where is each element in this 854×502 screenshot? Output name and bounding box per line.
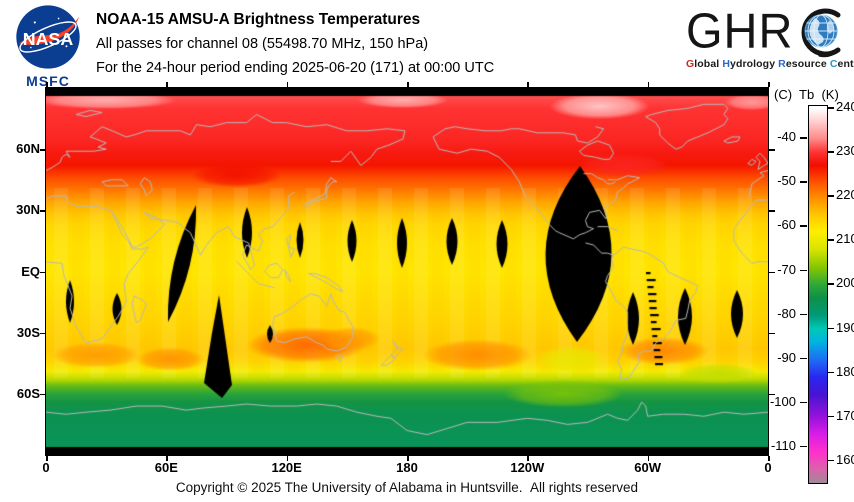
lat-axis-label: 60N bbox=[16, 141, 40, 157]
lon-tick-bottom bbox=[407, 456, 409, 461]
colorbar-c-tick bbox=[800, 445, 807, 448]
colorbar-c-tick bbox=[800, 313, 807, 316]
lon-axis-label: 60E bbox=[154, 460, 178, 475]
colorbar-unit-k: (K) bbox=[821, 87, 839, 102]
map-frame bbox=[45, 87, 769, 456]
lon-tick-bottom bbox=[768, 456, 770, 461]
copyright-text: Copyright © 2025 The University of Alaba… bbox=[175, 480, 639, 495]
colorbar-c-tick bbox=[800, 225, 807, 227]
nasa-meatball-icon: NASA bbox=[16, 5, 80, 69]
lat-tick-right bbox=[769, 210, 775, 212]
lon-axis-label: 180 bbox=[396, 460, 418, 475]
subtitle-period: For the 24-hour period ending 2025-06-20… bbox=[96, 60, 495, 76]
lat-tick-right bbox=[769, 149, 775, 151]
ghrc-tagline-segment: R bbox=[778, 58, 786, 70]
lat-tick-right bbox=[769, 332, 775, 335]
lat-axis-label: EQ bbox=[21, 263, 40, 279]
lat-tick-right bbox=[769, 393, 775, 396]
colorbar-k-tick bbox=[827, 107, 834, 109]
colorbar-k-label: 210 bbox=[836, 231, 854, 247]
colorbar-k-tick bbox=[827, 327, 834, 329]
colorbar-k-label: 220 bbox=[836, 187, 854, 203]
lat-axis-label: 30N bbox=[16, 202, 40, 218]
colorbar-c-tick bbox=[800, 401, 807, 404]
nasa-logo: NASA MSFC bbox=[13, 4, 83, 89]
colorbar-c-tick bbox=[800, 357, 807, 360]
msfc-label: MSFC bbox=[26, 73, 70, 89]
ghrc-tagline-segment: C bbox=[829, 58, 838, 70]
colorbar-k-tick bbox=[827, 415, 834, 418]
colorbar-unit-c: (C) bbox=[774, 87, 793, 102]
ghrc-tagline-segment: enter bbox=[837, 58, 854, 70]
ghrc-tagline-segment: ydrology bbox=[730, 58, 779, 70]
colorbar-k-label: 170 bbox=[836, 407, 854, 423]
nasa-wordmark: NASA bbox=[23, 29, 74, 49]
lon-tick-bottom bbox=[647, 456, 650, 461]
colorbar-c-tick bbox=[800, 137, 807, 139]
lat-axis-label: 60S bbox=[16, 385, 40, 401]
colorbar-k-tick bbox=[827, 459, 834, 462]
colorbar-k-label: 190 bbox=[836, 319, 854, 335]
colorbar-c-tick bbox=[800, 269, 807, 271]
colorbar-k-label: 160 bbox=[836, 451, 854, 467]
lon-tick-bottom bbox=[166, 456, 168, 461]
ghrc-tagline: Global Hydrology Resource Center bbox=[686, 58, 854, 70]
subtitle-channel: All passes for channel 08 (55498.70 MHz,… bbox=[96, 36, 429, 52]
lat-axis-label: 30S bbox=[16, 324, 40, 340]
colorbar-c-tick bbox=[800, 181, 807, 183]
ghrc-tagline-segment: H bbox=[722, 58, 730, 70]
lon-axis-label: 0 bbox=[42, 460, 50, 475]
ghrc-tagline-segment: esource bbox=[785, 58, 830, 70]
lon-tick-bottom bbox=[46, 456, 48, 461]
colorbar bbox=[808, 105, 828, 484]
colorbar-k-tick bbox=[827, 283, 834, 285]
colorbar-header: (C) Tb (K) bbox=[774, 87, 850, 102]
lon-tick-bottom bbox=[286, 456, 289, 461]
page-title: NOAA-15 AMSU-A Brightness Temperatures bbox=[96, 11, 421, 28]
lon-tick-bottom bbox=[527, 456, 529, 461]
title-block: NOAA-15 AMSU-A Brightness Temperatures A… bbox=[96, 8, 494, 80]
brightness-temperature-map bbox=[46, 88, 768, 455]
lon-axis-label: 120W bbox=[510, 460, 545, 475]
colorbar-k-label: 200 bbox=[836, 275, 854, 291]
colorbar-k-tick bbox=[827, 239, 834, 241]
colorbar-k-tick bbox=[827, 151, 834, 153]
ghrc-tagline-segment: G bbox=[686, 58, 695, 70]
ghrc-acronym-letters: GHR bbox=[686, 2, 794, 59]
ghrc-globe-c-icon bbox=[802, 8, 841, 58]
colorbar-k-tick bbox=[827, 195, 834, 197]
lat-tick-right bbox=[769, 271, 775, 273]
lon-axis-label: 0 bbox=[764, 460, 772, 475]
colorbar-k-label: 240 bbox=[836, 99, 854, 114]
colorbar-k-label: 230 bbox=[836, 143, 854, 159]
ghrc-tagline-segment: lobal bbox=[694, 58, 723, 70]
colorbar-k-tick bbox=[827, 371, 834, 374]
colorbar-title: Tb bbox=[799, 87, 815, 102]
ghrc-logo: GHR Global Hydrology Resource Center bbox=[686, 2, 854, 70]
lon-axis-label: 60W bbox=[634, 460, 662, 475]
lon-axis-label: 120E bbox=[271, 460, 302, 475]
colorbar-k-label: 180 bbox=[836, 363, 854, 379]
